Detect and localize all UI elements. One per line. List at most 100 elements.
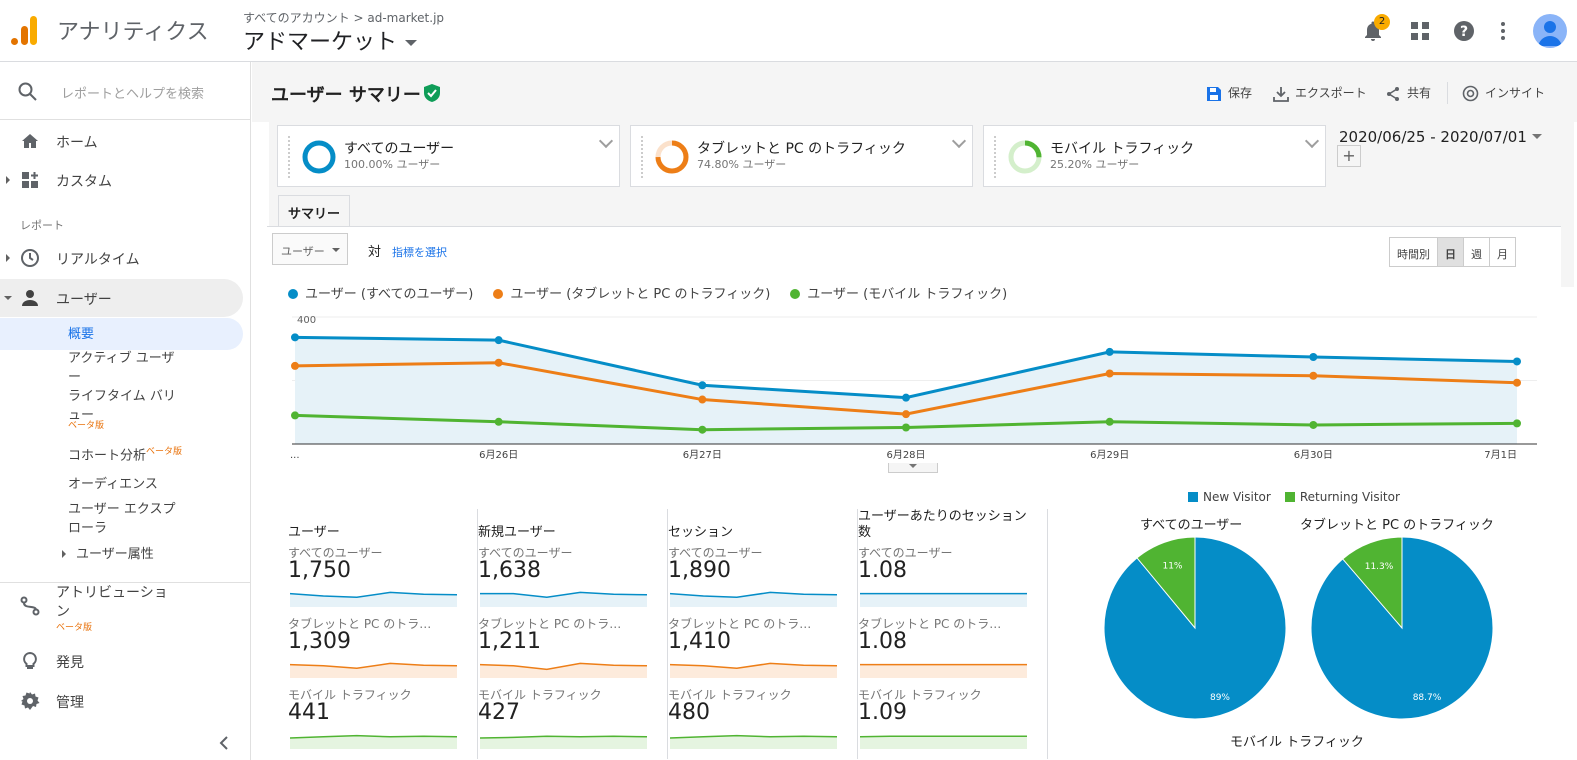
gear-icon [21, 692, 40, 710]
legend-item[interactable]: ユーザー (タブレットと PC のトラフィック) [493, 283, 770, 302]
sidebar-item-discover[interactable]: 発見 [0, 642, 243, 680]
data-point[interactable] [291, 361, 299, 370]
tab-summary[interactable]: サマリー [278, 195, 351, 226]
sub-item-cohort[interactable]: コホート分析ベータ版 [68, 443, 182, 465]
pie-legend-item: Returning Visitor [1284, 490, 1400, 504]
collapse-chart-handle[interactable] [888, 463, 938, 473]
data-point[interactable] [494, 336, 503, 345]
range-hourly-button[interactable]: 時間別 [1389, 237, 1438, 267]
apps-button[interactable] [1401, 12, 1439, 50]
search-box[interactable]: レポートとヘルプを検索 [0, 62, 251, 120]
sidebar-item-realtime[interactable]: リアルタイム [0, 239, 243, 277]
sub-item-active-users[interactable]: アクティブ ユーザー [68, 351, 175, 385]
pie-legend-item: New Visitor [1188, 490, 1271, 504]
sub-item-demographics[interactable]: ユーザー属性 [62, 545, 154, 564]
analytics-logo[interactable] [10, 14, 38, 46]
data-point[interactable] [902, 410, 910, 419]
sparkline-area [480, 736, 647, 749]
range-day-button[interactable]: 日 [1437, 237, 1464, 267]
chevron-down-icon[interactable] [951, 133, 967, 149]
sparkline [480, 591, 648, 607]
data-point[interactable] [1105, 417, 1114, 426]
share-icon [1387, 86, 1399, 101]
data-point[interactable] [291, 333, 299, 342]
sidebar-item-custom[interactable]: カスタム [0, 161, 243, 199]
data-point[interactable] [1105, 347, 1114, 356]
range-week-button[interactable]: 週 [1463, 237, 1490, 267]
property-selector[interactable]: アドマーケット [243, 24, 418, 56]
drag-handle-icon[interactable] [994, 136, 998, 178]
person-icon [22, 290, 38, 306]
data-point[interactable] [698, 381, 707, 390]
more-menu-button[interactable] [1484, 12, 1522, 50]
data-point[interactable] [1513, 378, 1521, 387]
pie-label: 11% [1162, 562, 1182, 572]
divider [477, 509, 478, 759]
select-metric-link[interactable]: 指標を選択 [392, 246, 447, 259]
segment-donut-icon [302, 140, 336, 174]
data-point[interactable] [494, 417, 503, 426]
chevron-down-icon[interactable] [598, 133, 614, 149]
range-month-button[interactable]: 月 [1489, 237, 1516, 267]
metric-select[interactable]: ユーザー [272, 233, 348, 265]
top-bar: アナリティクス すべてのアカウント > ad-market.jp アドマーケット… [0, 0, 1577, 62]
add-segment-button[interactable]: + [1337, 145, 1361, 167]
kpi-value: 1,410 [668, 629, 731, 654]
segment-percent: 100.00% ユーザー [344, 158, 441, 171]
legend-square-icon [1284, 491, 1295, 502]
pie-title: すべてのユーザー [1140, 518, 1243, 533]
data-point[interactable] [902, 393, 910, 402]
sidebar-item-attribution[interactable]: アトリビューション ベータ版 [0, 584, 243, 633]
y-tick-label: 400 [297, 315, 316, 326]
sub-item-label: コホート分析 [68, 448, 147, 464]
data-point[interactable] [902, 423, 910, 432]
pie-legend-label: Returning Visitor [1299, 490, 1400, 504]
save-button[interactable]: 保存 [1206, 84, 1252, 102]
legend-item[interactable]: ユーザー (すべてのユーザー) [288, 283, 473, 302]
segment-percent: 25.20% ユーザー [1050, 158, 1140, 171]
sub-item-overview[interactable]: 概要 [68, 327, 95, 342]
drag-handle-icon[interactable] [641, 136, 645, 178]
segment-card-tablet-pc[interactable]: タブレットと PC のトラフィック 74.80% ユーザー [630, 125, 973, 187]
data-point[interactable] [1513, 419, 1521, 428]
sidebar-item-users[interactable]: ユーザー [0, 279, 243, 317]
data-point[interactable] [291, 411, 299, 420]
share-button[interactable]: 共有 [1385, 84, 1431, 102]
sub-item-user-explorer[interactable]: ユーザー エクスプローラ [68, 502, 176, 536]
beta-badge: ベータ版 [146, 447, 183, 457]
date-range-selector[interactable]: 2020/06/25 - 2020/07/01 [1339, 128, 1527, 146]
data-point[interactable] [1105, 369, 1114, 378]
help-button[interactable]: ? [1445, 12, 1483, 50]
drag-handle-icon[interactable] [288, 136, 292, 178]
segment-card-mobile[interactable]: モバイル トラフィック 25.20% ユーザー [983, 125, 1326, 187]
segment-card-all-users[interactable]: すべてのユーザー 100.00% ユーザー [277, 125, 620, 187]
pie-slice-returning[interactable] [1136, 536, 1196, 630]
notifications-button[interactable]: 2 [1354, 12, 1392, 50]
sidebar-item-home[interactable]: ホーム [0, 122, 243, 160]
legend-item[interactable]: ユーザー (モバイル トラフィック) [790, 283, 1007, 302]
caret-down-icon [405, 40, 418, 52]
export-button[interactable]: エクスポート [1273, 84, 1367, 102]
sub-item-audiences[interactable]: オーディエンス [68, 477, 158, 492]
pie-slice-returning[interactable] [1341, 536, 1403, 630]
data-point[interactable] [698, 425, 707, 434]
kpi-column: ユーザー すべてのユーザー 1,750 タブレットと PC のトラ… 1,309 モバイル… [288, 509, 478, 759]
download-icon [1273, 86, 1289, 102]
data-point[interactable] [1309, 371, 1318, 380]
chevron-down-icon[interactable] [1304, 133, 1320, 149]
data-point[interactable] [1309, 420, 1318, 429]
collapse-sidebar-icon[interactable] [218, 736, 230, 750]
sidebar-item-admin[interactable]: 管理 [0, 682, 243, 720]
sparkline [480, 662, 648, 678]
data-point[interactable] [1309, 353, 1318, 362]
data-point[interactable] [1513, 357, 1521, 366]
insights-button[interactable]: インサイト [1462, 84, 1545, 102]
sidebar-item-label: ユーザー [56, 292, 112, 308]
caret-down-icon[interactable] [1532, 134, 1542, 144]
account-button[interactable] [1531, 12, 1569, 50]
data-point[interactable] [698, 395, 707, 404]
sparkline [670, 662, 838, 678]
sub-item-lifetime-value[interactable]: ライフタイム バリュー [68, 387, 178, 425]
account-breadcrumb[interactable]: すべてのアカウント > ad-market.jp [243, 11, 445, 25]
data-point[interactable] [494, 358, 503, 367]
